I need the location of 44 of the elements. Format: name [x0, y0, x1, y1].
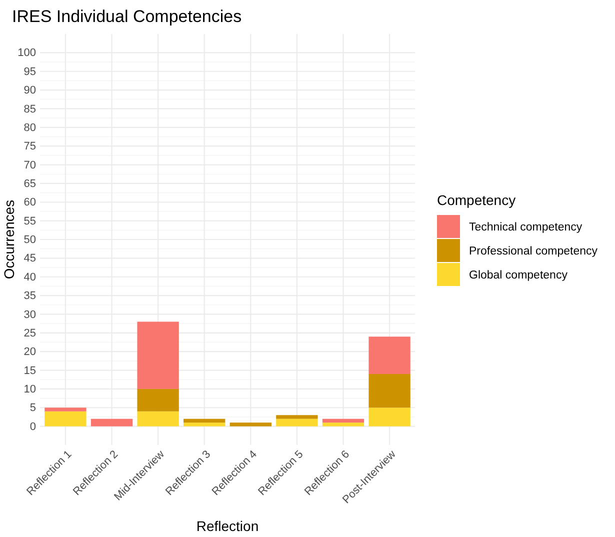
bar — [44, 408, 86, 412]
y-tick-label: 15 — [24, 364, 36, 377]
y-tick-label: 65 — [24, 178, 36, 190]
y-tick-label: 75 — [24, 140, 36, 153]
y-tick-label: 25 — [24, 327, 36, 340]
legend-label: Technical competency — [469, 222, 582, 234]
y-tick-label: 85 — [24, 103, 36, 116]
bar — [230, 422, 272, 426]
bar — [276, 415, 318, 419]
y-tick-label: 60 — [24, 196, 36, 209]
x-axis-title: Reflection — [196, 518, 259, 534]
bar — [322, 418, 364, 423]
bar — [276, 418, 318, 426]
y-tick-label: 80 — [24, 122, 36, 134]
y-tick-label: 90 — [24, 84, 36, 97]
bar — [90, 418, 133, 426]
bar — [137, 388, 179, 412]
y-tick-label: 95 — [24, 66, 36, 78]
y-tick-label: 50 — [24, 234, 36, 246]
bar — [322, 422, 364, 426]
legend-label: Professional competency — [469, 246, 598, 258]
y-tick-label: 35 — [24, 290, 36, 302]
y-tick-label: 70 — [24, 159, 36, 172]
y-tick-label: 30 — [24, 308, 36, 321]
bar — [184, 422, 226, 426]
y-tick-label: 55 — [24, 215, 36, 228]
y-tick-label: 40 — [24, 271, 36, 284]
bar — [184, 418, 226, 423]
bar — [368, 408, 410, 426]
bar — [368, 374, 410, 408]
y-tick-label: 10 — [24, 383, 36, 396]
legend-title: Competency — [437, 192, 516, 208]
bar — [137, 411, 179, 426]
bar — [137, 322, 179, 389]
bar — [44, 411, 86, 426]
y-tick-label: 100 — [18, 47, 36, 60]
y-tick-label: 0 — [30, 420, 36, 433]
y-tick-label: 20 — [24, 346, 36, 358]
y-tick-label: 5 — [30, 402, 36, 414]
bar — [368, 336, 410, 374]
legend-label: Global competency — [469, 270, 568, 282]
chart-title: IRES Individual Competencies — [12, 7, 242, 26]
y-axis-title: Occurrences — [1, 200, 17, 280]
y-tick-label: 45 — [24, 252, 36, 265]
